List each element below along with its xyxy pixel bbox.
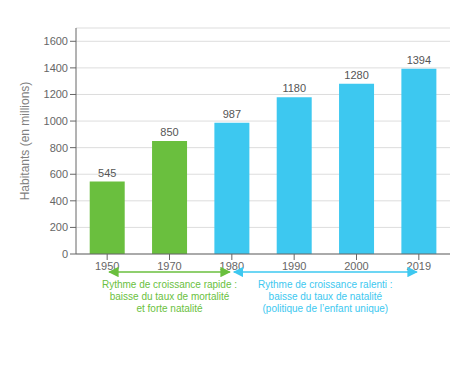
svg-text:2019: 2019 (407, 260, 431, 272)
svg-text:1980: 1980 (220, 260, 244, 272)
svg-text:Rythme de croissance rapide :b: Rythme de croissance rapide :baisse du t… (102, 279, 237, 314)
svg-text:987: 987 (223, 108, 241, 120)
svg-text:850: 850 (160, 126, 178, 138)
svg-text:1400: 1400 (44, 62, 68, 74)
svg-text:1280: 1280 (344, 69, 368, 81)
svg-text:800: 800 (50, 142, 68, 154)
svg-text:545: 545 (98, 167, 116, 179)
svg-text:1970: 1970 (157, 260, 181, 272)
svg-text:0: 0 (62, 248, 68, 260)
svg-text:1200: 1200 (44, 88, 68, 100)
svg-text:1180: 1180 (282, 82, 306, 94)
svg-text:1394: 1394 (407, 54, 431, 66)
svg-text:200: 200 (50, 221, 68, 233)
svg-text:2000: 2000 (344, 260, 368, 272)
svg-text:1600: 1600 (44, 35, 68, 47)
svg-text:600: 600 (50, 168, 68, 180)
svg-text:1000: 1000 (44, 115, 68, 127)
svg-text:Habitants (en millions): Habitants (en millions) (18, 82, 32, 201)
svg-text:1950: 1950 (95, 260, 119, 272)
svg-text:400: 400 (50, 195, 68, 207)
svg-text:Rythme de croissance ralenti :: Rythme de croissance ralenti :baisse du … (258, 279, 393, 314)
svg-text:1990: 1990 (282, 260, 306, 272)
